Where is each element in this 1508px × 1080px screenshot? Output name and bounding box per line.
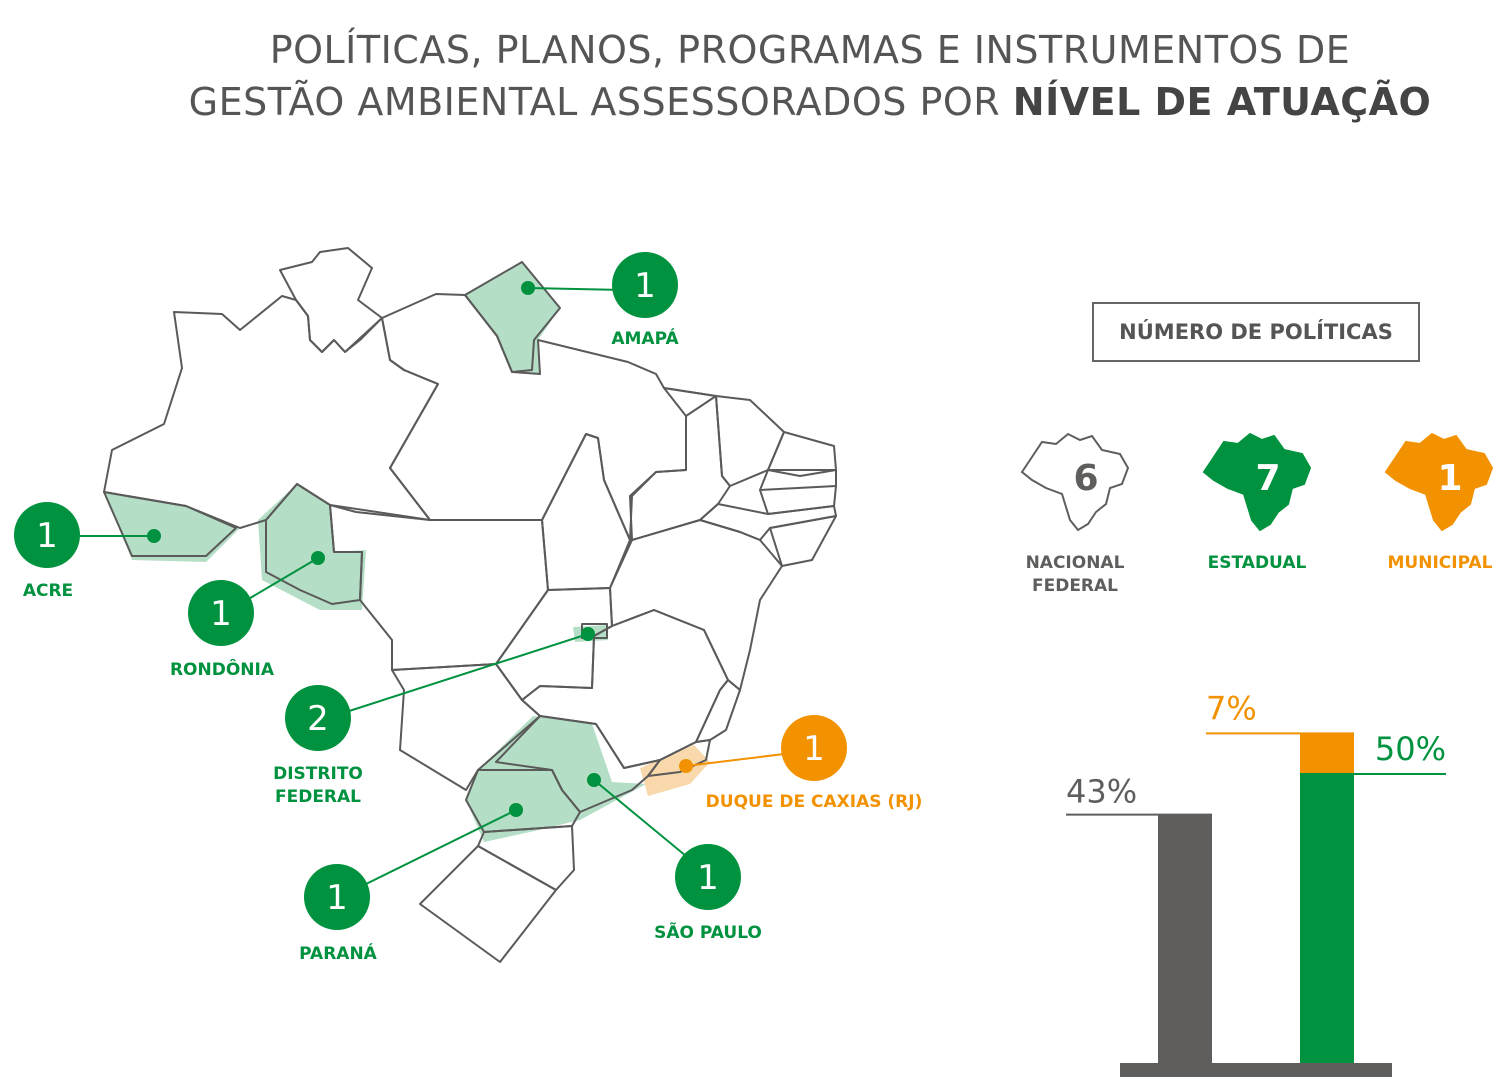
caxias-circle: [781, 715, 847, 781]
sao-paulo-leader-line: [593, 779, 687, 857]
amazonas-state: [103, 295, 439, 529]
rio-grande-sul-state: [419, 845, 557, 963]
rio-highlight: [640, 745, 710, 796]
title-line-1: POLÍTICAS, PLANOS, PROGRAMAS E INSTRUMEN…: [269, 28, 1351, 72]
data-label-estadual: 50%: [1375, 730, 1446, 768]
amapa-highlight: [465, 262, 560, 374]
rondonia-leader-line: [239, 557, 319, 605]
brazil-orange-icon: 1: [1384, 432, 1494, 532]
rondonia-circle: [188, 580, 254, 646]
municipal-count: 1: [1437, 458, 1462, 499]
df-label-line1: DISTRITO: [273, 764, 363, 784]
caxias-label: DUQUE DE CAXIAS (RJ): [706, 792, 923, 812]
bar-estadual: [1300, 774, 1354, 1064]
df-count: 2: [307, 699, 329, 739]
caxias-leader-line: [685, 753, 785, 767]
bar-nacional-federal: [1158, 814, 1212, 1064]
amapa-dot: [521, 281, 535, 295]
rondonia-label: RONDÔNIA: [170, 658, 275, 680]
title-regular: GESTÃO AMBIENTAL ASSESSORADOS POR: [188, 80, 1013, 124]
estadual-label: ESTADUAL: [1208, 553, 1307, 573]
tocantins-state: [541, 433, 631, 591]
amapa-state: [464, 261, 561, 373]
acre-dot: [147, 529, 161, 543]
data-label-municipal: 7%: [1206, 689, 1257, 727]
page-title: POLÍTICAS, PLANOS, PROGRAMAS E INSTRUMEN…: [180, 24, 1440, 128]
amapa-label: AMAPÁ: [611, 327, 679, 349]
brazil-green-icon: 7: [1202, 432, 1312, 532]
rondonia-count: 1: [210, 594, 232, 634]
legend-icons: 6 7 1 NACIONAL FEDERAL ESTADUAL MUNICIPA…: [1020, 432, 1494, 596]
amapa-leader-line: [527, 287, 625, 291]
sao-paulo-dot: [587, 773, 601, 787]
sao-paulo-circle: [675, 844, 741, 910]
pernambuco-state: [699, 503, 837, 541]
map-markers: 1 AMAPÁ 1 ACRE 1 RONDÔNIA 2 DISTRITO FED…: [14, 252, 922, 964]
brazil-map: [103, 247, 837, 963]
parana-label: PARANÁ: [299, 942, 378, 964]
percentage-chart: 43% 50% 7%: [1066, 689, 1446, 1077]
df-circle: [285, 685, 351, 751]
df-leader-line: [345, 633, 589, 713]
piaui-state: [715, 395, 785, 487]
al-se-state: [769, 515, 837, 567]
acre-highlight: [104, 492, 240, 562]
parana-state: [465, 769, 581, 833]
acre-circle: [14, 502, 80, 568]
df-label-line2: FEDERAL: [275, 787, 361, 807]
nacional-label-line2: FEDERAL: [1032, 576, 1118, 596]
legend-box-title: NÚMERO DE POLÍTICAS: [1092, 302, 1420, 362]
ceara-state: [767, 431, 837, 477]
parana-leader-line: [365, 809, 517, 885]
title-line-2: GESTÃO AMBIENTAL ASSESSORADOS POR NÍVEL …: [180, 76, 1440, 128]
parana-dot: [509, 803, 523, 817]
bahia-state: [609, 519, 783, 691]
title-bold: NÍVEL DE ATUAÇÃO: [1012, 80, 1432, 124]
maranhao-state: [629, 387, 731, 541]
amapa-count: 1: [634, 266, 656, 306]
rondonia-highlight: [258, 484, 366, 610]
caxias-count: 1: [803, 729, 825, 769]
acre-state: [103, 491, 237, 557]
sao-paulo-state: [495, 715, 661, 813]
municipal-label: MUNICIPAL: [1388, 553, 1493, 573]
data-label-nacional-federal: 43%: [1066, 773, 1137, 811]
brazil-outline-icon: 6: [1020, 432, 1130, 532]
parana-circle: [304, 864, 370, 930]
acre-label: ACRE: [23, 581, 73, 601]
rondonia-dot: [311, 551, 325, 565]
nacional-count: 6: [1073, 458, 1098, 499]
acre-count: 1: [36, 516, 58, 556]
estadual-count: 7: [1255, 458, 1280, 499]
bar-municipal: [1300, 733, 1354, 774]
sao-paulo-count: 1: [697, 858, 719, 898]
santa-catarina-state: [477, 825, 575, 891]
caxias-dot: [679, 759, 693, 773]
nacional-label-line1: NACIONAL: [1026, 553, 1125, 573]
espirito-santo-state: [695, 679, 741, 743]
sao-paulo-label: SÃO PAULO: [654, 920, 762, 943]
df-dot: [581, 627, 595, 641]
parana-count: 1: [326, 878, 348, 918]
amapa-circle: [612, 252, 678, 318]
